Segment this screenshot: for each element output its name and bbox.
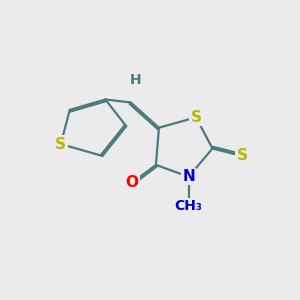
Text: H: H <box>129 73 141 87</box>
Text: CH₃: CH₃ <box>175 200 203 214</box>
Text: N: N <box>182 169 195 184</box>
Text: S: S <box>55 136 66 152</box>
Text: S: S <box>237 148 248 164</box>
Text: O: O <box>126 175 139 190</box>
Text: S: S <box>190 110 202 125</box>
